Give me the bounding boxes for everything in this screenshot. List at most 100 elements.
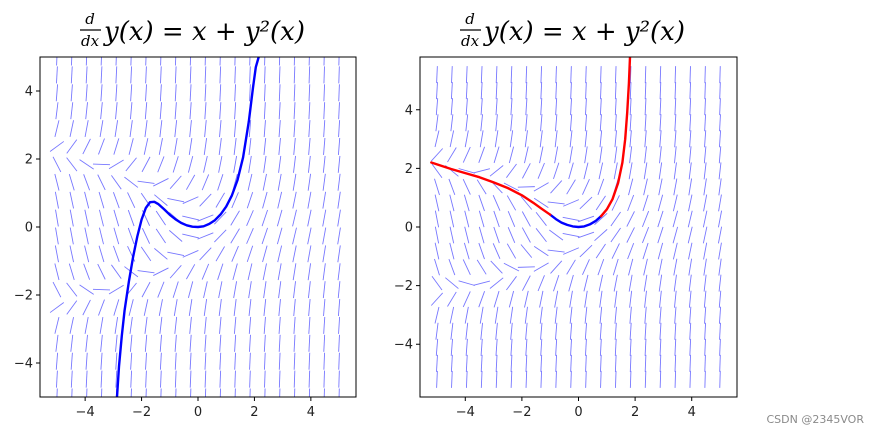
right-slope-segment <box>703 274 707 292</box>
left-slope-segment <box>248 316 252 334</box>
right-slope-segment <box>434 226 440 244</box>
left-slope-segment <box>308 120 311 138</box>
right-slope-segment <box>629 354 632 372</box>
right-slope-segment <box>577 215 595 223</box>
left-slope-segment <box>204 120 207 138</box>
left-y-tick-label: −4 <box>14 357 33 372</box>
right-slope-segment <box>533 197 549 209</box>
left-slope-segment <box>308 334 311 352</box>
right-slope-segment <box>582 178 590 195</box>
left-slope-segment <box>84 191 90 209</box>
left-slope-segment <box>323 299 326 317</box>
right-slope-segment <box>506 243 517 259</box>
right-slope-segment <box>583 162 589 180</box>
right-slope-segment <box>465 66 468 84</box>
left-slope-segment <box>219 334 222 352</box>
right-slope-segment <box>658 162 663 180</box>
right-slope-segment <box>503 262 520 272</box>
right-solution-curve-1 <box>430 161 552 216</box>
left-slope-segment <box>187 156 194 173</box>
left-slope-segment <box>111 175 122 190</box>
right-slope-segment <box>479 306 484 324</box>
left-slope-segment <box>154 248 168 260</box>
right-slope-segment <box>585 98 587 116</box>
right-slope-segment <box>584 146 588 164</box>
left-slope-segment <box>204 57 206 66</box>
left-slope-segment <box>125 157 137 172</box>
left-slope-segment <box>182 233 199 239</box>
left-slope-segment <box>248 120 252 138</box>
right-slope-segment <box>659 322 662 340</box>
right-slope-segment <box>659 114 662 132</box>
left-slope-segment <box>197 232 214 240</box>
right-slope-segment <box>719 114 721 132</box>
right-slope-segment <box>510 322 513 340</box>
left-slope-segment <box>130 388 132 397</box>
right-slope-segment <box>465 114 469 132</box>
right-slope-segment <box>674 66 677 84</box>
left-slope-segment <box>54 173 60 191</box>
right-slope-segment <box>448 258 456 276</box>
left-slope-segment <box>322 191 327 209</box>
right-slope-segment <box>539 130 543 148</box>
left-slope-segment <box>249 84 251 102</box>
left-slope-segment <box>157 281 165 298</box>
right-slope-segment <box>570 66 572 84</box>
right-slope-segment <box>717 226 723 244</box>
right-slope-segment <box>613 274 618 292</box>
right-slope-segment <box>436 82 438 100</box>
left-slope-segment <box>108 284 124 295</box>
left-slope-segment <box>115 352 118 370</box>
right-slope-segment <box>570 354 572 372</box>
right-slope-segment <box>719 82 721 100</box>
right-slope-segment <box>644 354 647 372</box>
right-x-tick-label: 4 <box>688 405 696 420</box>
left-slope-segment <box>188 138 193 155</box>
left-slope-segment <box>337 281 341 299</box>
left-slope-segment <box>262 263 267 281</box>
right-slope-segment <box>458 168 476 174</box>
right-slope-segment <box>549 229 564 241</box>
left-slope-segment <box>337 173 341 191</box>
right-slope-segment <box>629 290 633 308</box>
right-slope-segment <box>480 98 483 116</box>
right-x-tick-label: 0 <box>574 405 582 420</box>
right-slope-segment <box>492 194 501 211</box>
right-slope-segment <box>525 370 528 388</box>
left-slope-segment <box>219 370 222 388</box>
left-slope-segment <box>323 66 325 84</box>
right-slope-segment <box>629 146 633 164</box>
left-slope-segment <box>292 245 297 263</box>
right-slope-segment <box>659 98 662 116</box>
left-slope-segment <box>159 84 162 102</box>
right-slope-segment <box>524 306 528 324</box>
right-slope-segment <box>595 195 606 211</box>
right-slope-segment <box>688 258 693 276</box>
left-slope-segment <box>182 196 199 204</box>
right-slope-segment <box>539 306 543 324</box>
left-slope-segment <box>54 120 60 137</box>
left-slope-segment <box>293 281 296 299</box>
left-slope-segment <box>263 316 266 334</box>
left-slope-segment <box>262 245 268 263</box>
right-slope-segment <box>629 322 632 340</box>
left-slope-segment <box>145 66 147 84</box>
right-slope-segment <box>465 98 468 116</box>
left-slope-segment <box>85 352 88 370</box>
right-slope-segment <box>689 338 692 356</box>
left-slope-segment <box>173 138 178 155</box>
right-slope-segment <box>525 82 528 100</box>
right-slope-segment <box>718 130 722 148</box>
left-slope-segment <box>308 84 311 102</box>
right-slope-segment <box>689 98 692 116</box>
right-slope-segment <box>659 130 662 148</box>
right-slope-segment <box>509 130 514 148</box>
left-slope-segment <box>159 102 163 120</box>
right-slope-segment <box>510 98 513 116</box>
right-slope-segment <box>449 242 455 260</box>
right-slope-segment <box>525 66 528 84</box>
left-slope-segment <box>112 245 120 262</box>
left-slope-segment <box>153 178 169 187</box>
right-title-derivative-denominator: dx <box>461 32 480 50</box>
right-slope-segment <box>644 146 647 164</box>
